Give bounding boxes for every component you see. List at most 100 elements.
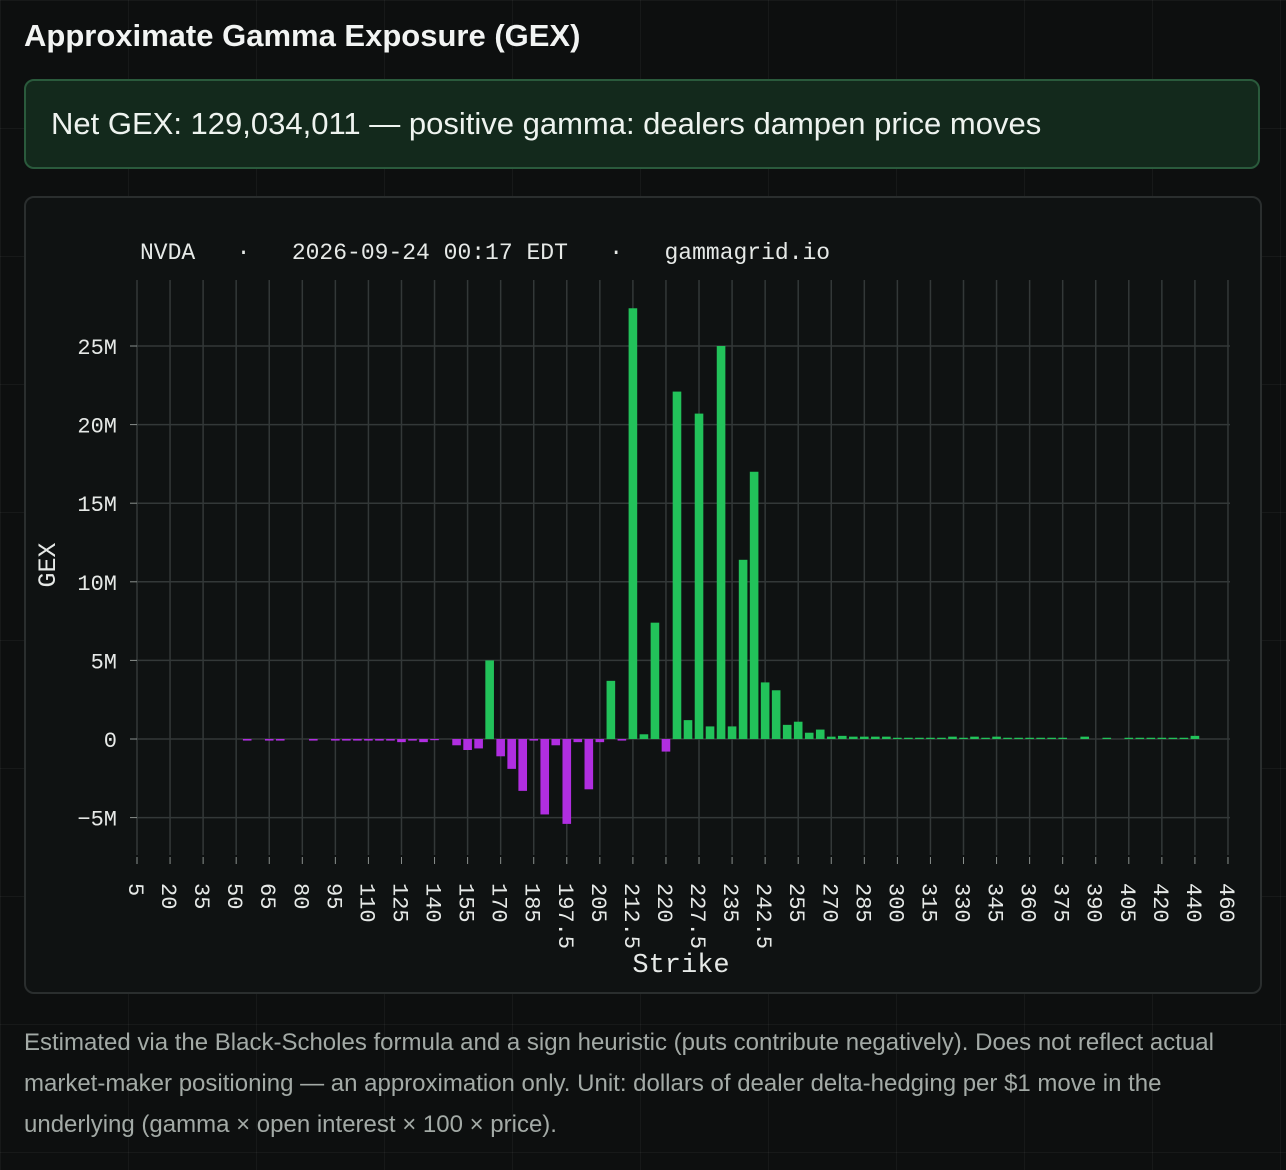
gex-bar-positive xyxy=(926,737,935,739)
gex-bar-positive xyxy=(749,471,759,739)
y-tick-label: 0 xyxy=(104,729,117,754)
gex-bar-negative xyxy=(264,739,274,741)
gex-bar-positive xyxy=(727,726,737,739)
gex-bar-negative xyxy=(309,739,318,741)
x-tick-label: 50 xyxy=(221,883,246,909)
gex-bar-negative xyxy=(353,739,362,741)
gex-bar-positive xyxy=(1102,737,1112,739)
gex-bar-positive xyxy=(1135,737,1145,739)
gex-bar-negative xyxy=(617,739,627,741)
y-tick-label: 10M xyxy=(77,572,117,597)
gex-bar-positive xyxy=(849,736,858,739)
x-tick-label: 140 xyxy=(420,883,445,923)
gex-bar-negative xyxy=(529,739,539,741)
gex-bar-positive xyxy=(1168,737,1178,739)
gex-bar-negative xyxy=(342,739,351,741)
chart-subtitle: NVDA · 2026-09-24 00:17 EDT · gammagrid.… xyxy=(140,240,830,266)
gex-bar-positive xyxy=(937,737,946,739)
gex-bar-positive xyxy=(992,736,1001,739)
x-tick-label: 390 xyxy=(1081,883,1106,923)
gex-bar-negative xyxy=(507,739,516,769)
y-tick-label: 25M xyxy=(77,336,117,361)
gex-bar-positive xyxy=(1047,737,1056,739)
x-tick-label: 125 xyxy=(386,883,411,923)
y-axis-label: GEX xyxy=(34,542,63,587)
gex-bar-positive xyxy=(672,391,682,739)
gex-bar-positive xyxy=(981,737,990,739)
gex-bar-positive xyxy=(904,737,913,739)
x-tick-label: 270 xyxy=(816,883,841,923)
gex-bar-positive xyxy=(893,737,902,739)
gex-bar-positive xyxy=(804,732,814,739)
x-tick-label: 345 xyxy=(982,883,1007,923)
x-tick-label: 330 xyxy=(949,883,974,923)
x-tick-label: 197.5 xyxy=(552,883,577,949)
gex-bar-negative xyxy=(375,739,384,741)
x-tick-label: 80 xyxy=(287,883,312,909)
gex-bar-positive xyxy=(882,736,891,739)
gex-bar-positive xyxy=(1036,737,1045,739)
x-tick-label: 65 xyxy=(254,883,279,909)
gex-bar-positive xyxy=(860,736,869,739)
page-title: Approximate Gamma Exposure (GEX) xyxy=(24,18,581,53)
x-tick-label: 170 xyxy=(486,883,511,923)
gex-bar-positive xyxy=(826,736,836,739)
gex-bar-negative xyxy=(430,739,439,741)
gex-bar-positive xyxy=(793,721,803,739)
gex-bar-negative xyxy=(661,739,671,752)
gex-bar-positive xyxy=(871,736,880,739)
gex-bar-positive xyxy=(915,737,924,739)
x-tick-label: 285 xyxy=(849,883,874,923)
methodology-footnote: Estimated via the Black-Scholes formula … xyxy=(24,1029,1214,1138)
x-tick-label: 220 xyxy=(651,883,676,923)
gex-bar-positive xyxy=(771,690,781,739)
x-tick-label: 235 xyxy=(717,883,742,923)
gex-bar-negative xyxy=(474,739,483,749)
gex-bar-negative xyxy=(496,739,505,757)
net-gex-banner: Net GEX: 129,034,011 — positive gamma: d… xyxy=(24,79,1260,169)
x-tick-label: 155 xyxy=(453,883,478,923)
gex-bar-positive xyxy=(1179,737,1189,739)
gex-bar-positive xyxy=(738,559,748,739)
gex-bar-positive xyxy=(694,413,704,739)
gex-bar-positive xyxy=(760,682,770,739)
gex-bar-positive xyxy=(815,729,825,739)
gex-bar-positive xyxy=(837,735,847,739)
gex-bar-positive xyxy=(948,736,957,739)
gex-bar-positive xyxy=(1025,737,1034,739)
x-tick-label: 95 xyxy=(320,883,345,909)
gex-bar-positive xyxy=(628,308,638,739)
gex-bar-negative xyxy=(573,739,583,743)
gex-bar-positive xyxy=(716,346,726,739)
gex-bar-positive xyxy=(1080,736,1090,739)
x-tick-label: 5 xyxy=(122,883,147,896)
gex-bar-negative xyxy=(364,739,373,741)
x-tick-label: 20 xyxy=(155,883,180,909)
gex-bar-negative xyxy=(452,739,461,746)
x-tick-label: 405 xyxy=(1114,883,1139,923)
x-tick-label: 227.5 xyxy=(684,883,709,949)
x-tick-label: 420 xyxy=(1147,883,1172,923)
gex-chart-card: NVDA · 2026-09-24 00:17 EDT · gammagrid.… xyxy=(24,196,1262,994)
x-tick-label: 360 xyxy=(1015,883,1040,923)
x-tick-label: 35 xyxy=(188,883,213,909)
gex-bar-positive xyxy=(485,660,494,739)
gex-bar-negative xyxy=(540,739,550,815)
x-tick-label: 255 xyxy=(783,883,808,923)
x-tick-label: 185 xyxy=(519,883,544,923)
gex-bar-negative xyxy=(386,739,395,741)
x-tick-label: 242.5 xyxy=(750,883,775,949)
x-axis-label: Strike xyxy=(632,951,729,981)
gex-bar-positive xyxy=(959,737,968,739)
gex-bar-positive xyxy=(606,680,616,739)
gex-bar-negative xyxy=(595,739,605,743)
x-tick-label: 375 xyxy=(1048,883,1073,923)
gex-bar-positive xyxy=(683,720,693,739)
bar-layer xyxy=(242,308,1200,824)
gex-bar-negative xyxy=(331,739,340,741)
gex-bar-positive xyxy=(1190,735,1200,739)
gex-bar-positive xyxy=(639,734,649,739)
x-tick-label: 315 xyxy=(915,883,940,923)
axis-layer: −5M 0 5M 10M 15M 20M 25M 5 20 35 50 65 80 95 110 125 140… xyxy=(77,336,1238,949)
x-tick-label: 212.5 xyxy=(618,883,643,949)
